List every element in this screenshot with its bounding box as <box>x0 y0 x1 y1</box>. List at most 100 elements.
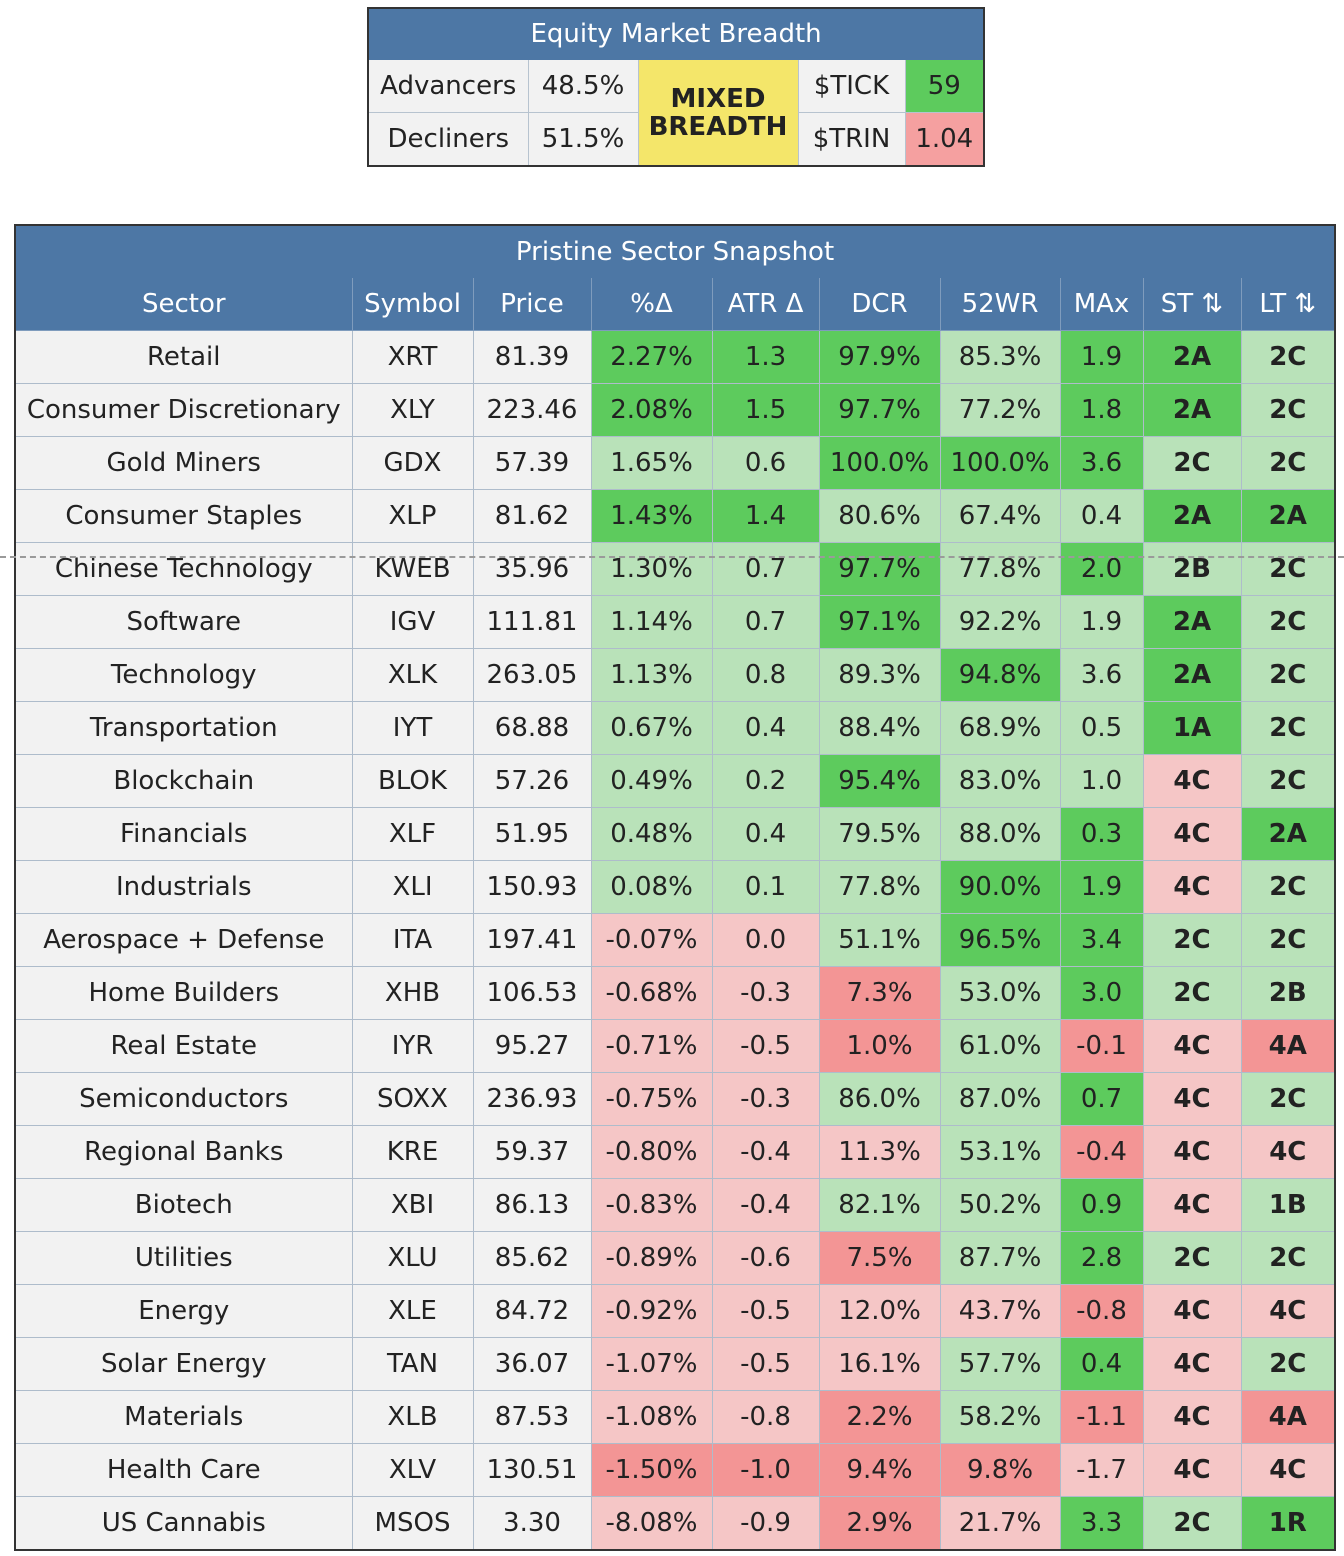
cell-pct-change: 1.13% <box>590 648 713 702</box>
column-header-dcr: DCR <box>818 277 941 331</box>
cell-max: 1.9 <box>1059 330 1144 384</box>
decliners-value: 51.5% <box>527 112 639 167</box>
tick-value: 59 <box>904 59 985 113</box>
cell-symbol: IGV <box>351 595 474 649</box>
cell-max: 0.5 <box>1059 701 1144 755</box>
cell-st: 2B <box>1142 542 1242 596</box>
cell-st: 4C <box>1142 1072 1242 1126</box>
cell-st: 2A <box>1142 383 1242 437</box>
cell-pct-change: 1.14% <box>590 595 713 649</box>
cell-symbol: XLF <box>351 807 474 861</box>
cell-price: 84.72 <box>472 1284 592 1338</box>
cell-sector: Home Builders <box>14 966 353 1020</box>
cell-symbol: ITA <box>351 913 474 967</box>
cell-52wr: 85.3% <box>939 330 1061 384</box>
cell-price: 87.53 <box>472 1390 592 1444</box>
cell-price: 85.62 <box>472 1231 592 1285</box>
cell-pct-change: 1.65% <box>590 436 713 490</box>
cell-atr-change: 0.4 <box>711 807 820 861</box>
cell-price: 223.46 <box>472 383 592 437</box>
cell-atr-change: -0.8 <box>711 1390 820 1444</box>
column-header-atr-change: ATR Δ <box>711 277 820 331</box>
table-row: Retail XRT 81.39 2.27% 1.3 97.9% 85.3% 1.9 2A 2C <box>14 330 1336 384</box>
cell-symbol: IYR <box>351 1019 474 1073</box>
cell-52wr: 21.7% <box>939 1496 1061 1551</box>
cell-atr-change: -1.0 <box>711 1443 820 1497</box>
cell-st: 2A <box>1142 489 1242 543</box>
cell-symbol: GDX <box>351 436 474 490</box>
cell-atr-change: -0.4 <box>711 1125 820 1179</box>
cell-lt: 4C <box>1240 1125 1336 1179</box>
cell-pct-change: -0.92% <box>590 1284 713 1338</box>
cell-52wr: 53.0% <box>939 966 1061 1020</box>
cell-price: 35.96 <box>472 542 592 596</box>
cell-52wr: 57.7% <box>939 1337 1061 1391</box>
cell-dcr: 12.0% <box>818 1284 941 1338</box>
table-row: Financials XLF 51.95 0.48% 0.4 79.5% 88.0% 0.3 4… <box>14 807 1336 861</box>
cell-max: -1.1 <box>1059 1390 1144 1444</box>
breadth-title: Equity Market Breadth <box>367 7 985 60</box>
sector-table-title: Pristine Sector Snapshot <box>14 224 1336 278</box>
cell-atr-change: 0.6 <box>711 436 820 490</box>
cell-atr-change: 0.1 <box>711 860 820 914</box>
cell-lt: 4C <box>1240 1443 1336 1497</box>
cell-52wr: 43.7% <box>939 1284 1061 1338</box>
cell-st: 4C <box>1142 860 1242 914</box>
cell-dcr: 7.5% <box>818 1231 941 1285</box>
table-row: Solar Energy TAN 36.07 -1.07% -0.5 16.1% 57.7%… <box>14 1337 1336 1391</box>
cell-pct-change: 2.27% <box>590 330 713 384</box>
cell-dcr: 2.9% <box>818 1496 941 1551</box>
cell-52wr: 96.5% <box>939 913 1061 967</box>
table-row: Materials XLB 87.53 -1.08% -0.8 2.2% 58.2% -1.1… <box>14 1390 1336 1444</box>
cell-pct-change: 2.08% <box>590 383 713 437</box>
column-header-row: Sector Symbol Price %Δ ATR Δ DCR 52WR MAx ST ⇅ LT… <box>14 277 1336 331</box>
cell-lt: 1B <box>1240 1178 1336 1232</box>
column-header-symbol: Symbol <box>351 277 474 331</box>
cell-pct-change: 1.43% <box>590 489 713 543</box>
cell-symbol: XLK <box>351 648 474 702</box>
cell-lt: 2C <box>1240 754 1336 808</box>
cell-max: 2.8 <box>1059 1231 1144 1285</box>
cell-lt: 2C <box>1240 383 1336 437</box>
cell-dcr: 97.1% <box>818 595 941 649</box>
cell-st: 2A <box>1142 595 1242 649</box>
cell-max: 1.8 <box>1059 383 1144 437</box>
cell-dcr: 77.8% <box>818 860 941 914</box>
cell-max: 1.9 <box>1059 860 1144 914</box>
cell-sector: Semiconductors <box>14 1072 353 1126</box>
table-row: Software IGV 111.81 1.14% 0.7 97.1% 92.2% 1.9 2A… <box>14 595 1336 649</box>
cell-pct-change: -1.08% <box>590 1390 713 1444</box>
cell-atr-change: 0.2 <box>711 754 820 808</box>
cell-52wr: 92.2% <box>939 595 1061 649</box>
cell-sector: Transportation <box>14 701 353 755</box>
cell-max: 3.6 <box>1059 648 1144 702</box>
cell-max: -0.4 <box>1059 1125 1144 1179</box>
cell-sector: Real Estate <box>14 1019 353 1073</box>
trin-label: $TRIN <box>797 112 906 167</box>
cell-lt: 2C <box>1240 1072 1336 1126</box>
cell-symbol: XLP <box>351 489 474 543</box>
cell-atr-change: 1.4 <box>711 489 820 543</box>
table-row: Real Estate IYR 95.27 -0.71% -0.5 1.0% 61.0% -0… <box>14 1019 1336 1073</box>
cell-sector: Consumer Discretionary <box>14 383 353 437</box>
cell-atr-change: 1.3 <box>711 330 820 384</box>
cell-sector: Materials <box>14 1390 353 1444</box>
cell-atr-change: 0.4 <box>711 701 820 755</box>
breadth-verdict: MIXED BREADTH <box>637 59 799 167</box>
cell-sector: Regional Banks <box>14 1125 353 1179</box>
cell-st: 2C <box>1142 1231 1242 1285</box>
cell-price: 197.41 <box>472 913 592 967</box>
cell-max: -1.7 <box>1059 1443 1144 1497</box>
cell-52wr: 9.8% <box>939 1443 1061 1497</box>
cell-pct-change: 0.67% <box>590 701 713 755</box>
cell-atr-change: -0.5 <box>711 1284 820 1338</box>
cell-price: 236.93 <box>472 1072 592 1126</box>
cell-symbol: XHB <box>351 966 474 1020</box>
table-row: Consumer Discretionary XLY 223.46 2.08% 1.5 9… <box>14 383 1336 437</box>
cell-atr-change: 0.7 <box>711 595 820 649</box>
cell-dcr: 80.6% <box>818 489 941 543</box>
cell-52wr: 61.0% <box>939 1019 1061 1073</box>
cell-price: 59.37 <box>472 1125 592 1179</box>
cell-st: 2A <box>1142 648 1242 702</box>
cell-dcr: 2.2% <box>818 1390 941 1444</box>
